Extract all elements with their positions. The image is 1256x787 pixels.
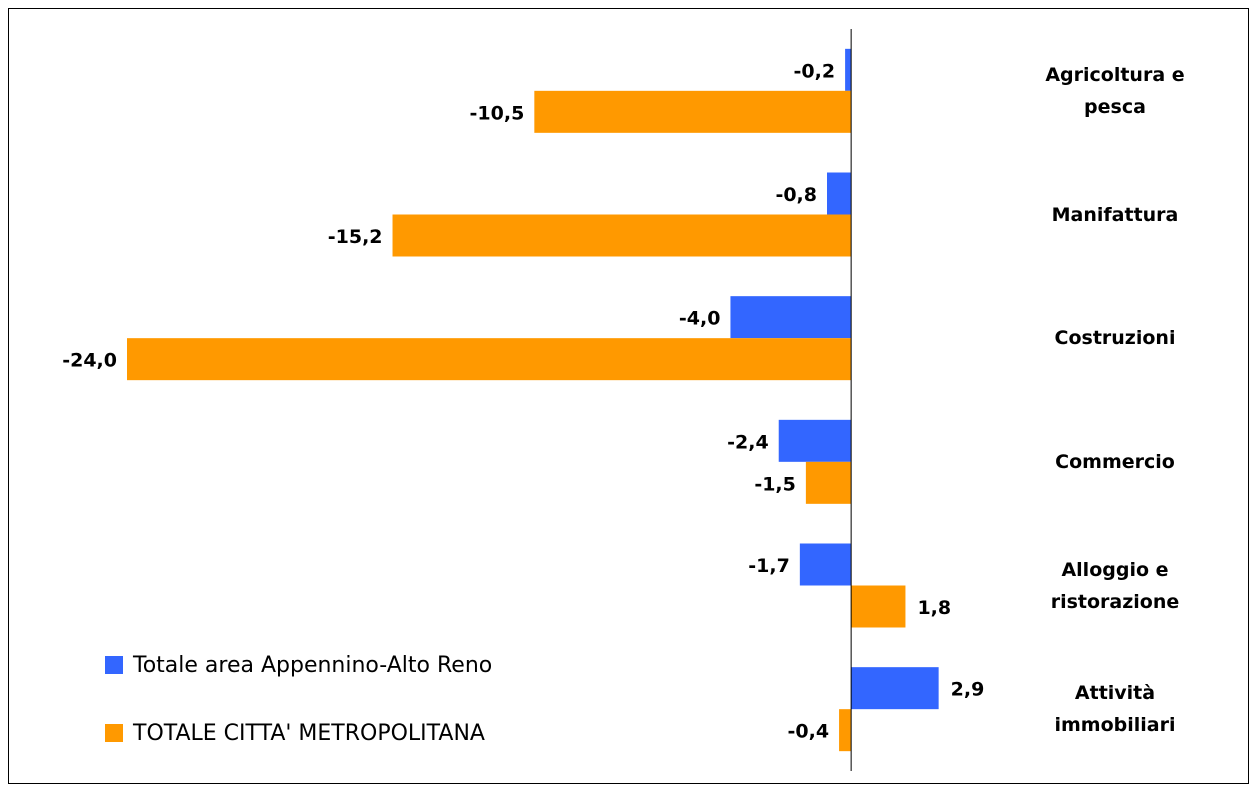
legend-label: TOTALE CITTA' METROPOLITANA: [132, 721, 485, 746]
bar: [127, 338, 852, 381]
bar: [827, 172, 852, 215]
legend-label: Totale area Appennino-Alto Reno: [132, 653, 492, 678]
value-label: -0,8: [775, 184, 817, 206]
category-label: Agricoltura e pesca: [1045, 63, 1185, 118]
value-label: -0,2: [794, 60, 836, 82]
value-label: -4,0: [679, 308, 721, 330]
bar: [799, 543, 852, 586]
bar: [805, 461, 852, 504]
value-label: -0,4: [788, 721, 830, 743]
bar: [851, 585, 906, 628]
bar: [778, 419, 852, 462]
bar: [851, 667, 939, 710]
frame: [8, 8, 1249, 784]
value-label: -10,5: [470, 102, 525, 124]
value-label: -1,5: [754, 473, 796, 495]
value-label: 1,8: [917, 597, 951, 619]
value-label: -15,2: [328, 226, 383, 248]
bar: [392, 214, 852, 257]
value-label: -2,4: [727, 431, 769, 453]
value-label: 2,9: [951, 679, 985, 701]
bar: [534, 90, 852, 133]
category-label: Attività immobiliari: [1054, 682, 1176, 737]
category-label: Manifattura: [1051, 203, 1179, 226]
value-label: -1,7: [748, 555, 790, 577]
bar: [845, 48, 852, 91]
category-label: Costruzioni: [1054, 327, 1176, 350]
bar: [839, 709, 852, 752]
value-label: -24,0: [62, 350, 117, 372]
category-label: Commercio: [1055, 450, 1175, 473]
legend-swatch: [105, 656, 123, 674]
legend-swatch: [105, 724, 123, 742]
category-label: Alloggio e ristorazione: [1050, 558, 1180, 613]
bar: [730, 296, 852, 339]
